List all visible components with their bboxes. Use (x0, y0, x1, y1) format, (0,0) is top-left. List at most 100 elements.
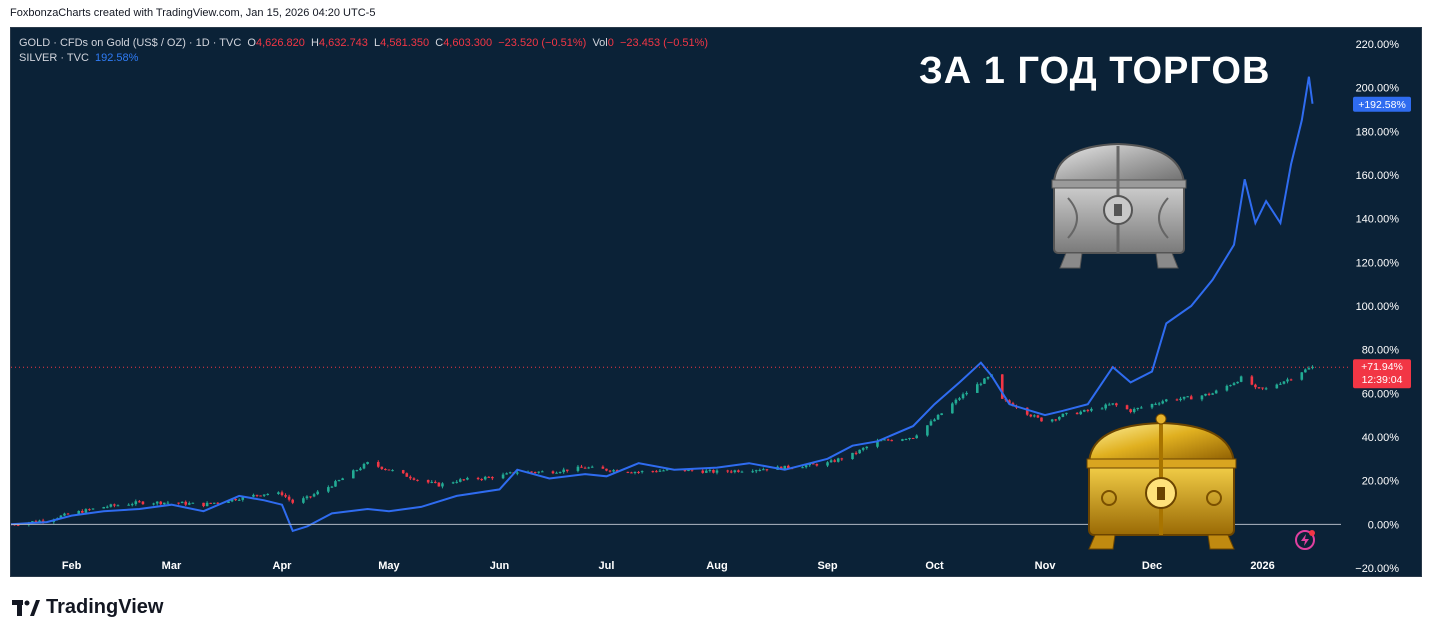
gold-candle-body (113, 504, 116, 506)
gold-candle-body (359, 468, 362, 471)
gold-candle-body (134, 501, 138, 505)
gold-candle-body (630, 472, 633, 474)
gold-candle-body (1254, 384, 1257, 388)
chart-panel[interactable]: 220.00% 200.00% 180.00% 160.00% 140.00% 120.0… (10, 27, 1422, 577)
gold-candle-body (180, 501, 184, 504)
gold-candle-body (1065, 412, 1068, 414)
close-label: C (435, 37, 444, 49)
gold-candle-body (665, 469, 669, 471)
gold-candle-body (1175, 399, 1179, 401)
gold-candle-body (1061, 413, 1065, 417)
gold-candle-body (911, 437, 915, 439)
gold-candle-body (876, 440, 879, 447)
gold-candle-body (376, 462, 380, 467)
gold-candle-body (1264, 388, 1268, 390)
silver-symbol: SILVER · TVC (19, 52, 89, 64)
tradingview-brand[interactable]: TradingView (12, 596, 163, 619)
gold-candle-body (765, 469, 769, 471)
gold-candle-body (530, 471, 533, 473)
gold-candle-body (280, 492, 284, 496)
gold-candle-body (316, 491, 319, 495)
gold-candle-body (1029, 414, 1033, 417)
gold-candle-body (252, 494, 255, 497)
lightning-icon[interactable] (1293, 528, 1317, 552)
close-value: 4,603.300 (443, 37, 493, 49)
gold-candle-body (601, 466, 605, 469)
chart-canvas[interactable]: 220.00% 200.00% 180.00% 160.00% 140.00% 120.0… (11, 28, 1422, 577)
gold-candle-body (961, 394, 965, 399)
gold-candle-body (1236, 381, 1239, 384)
gold-candle-body (1204, 393, 1207, 396)
x-axis-tick-label: Dec (1142, 560, 1162, 572)
gold-candle-body (105, 506, 109, 508)
gold-candle-body (658, 470, 662, 472)
gold-candle-body (940, 413, 943, 415)
gold-candle-body (715, 470, 719, 473)
gold-candle-body (705, 470, 708, 473)
gold-candle-body (81, 510, 84, 513)
gold-candle-body (583, 467, 587, 469)
gold-candle-body (426, 479, 430, 483)
gold-candle-body (31, 521, 34, 523)
gold-candle-body (558, 472, 562, 474)
x-axis-tick-label: Jul (599, 560, 615, 572)
gold-candle-body (34, 521, 38, 523)
gold-candle-body (501, 474, 505, 479)
gold-candle-body (1111, 403, 1115, 405)
gold-candle-body (605, 468, 608, 471)
gold-candle-body (1207, 393, 1211, 395)
gold-candle-body (1150, 403, 1154, 408)
gold-candle-body (829, 460, 833, 463)
y-axis-tick-label: 180.00% (1356, 126, 1400, 138)
gold-candle-body (462, 479, 466, 481)
gold-candle-body (480, 479, 483, 481)
silver-series-line (11, 76, 1314, 533)
gold-candle-body (1104, 404, 1107, 409)
x-axis-tick-label: Jun (490, 560, 510, 572)
x-axis-tick-label: Mar (162, 560, 182, 572)
gold-candle-body (262, 494, 266, 496)
gold-candle-body (84, 509, 88, 513)
gold-candle-body (1115, 403, 1118, 406)
gold-candle-body (983, 378, 986, 384)
gold-candle-body (516, 472, 519, 474)
gold-candle-body (384, 469, 387, 471)
gold-candle-body (1154, 403, 1157, 405)
gold-candle-body (227, 501, 230, 503)
gold-legend-row: GOLD · CFDs on Gold (US$ / OZ) · 1D · TV… (19, 36, 708, 51)
gold-candle-body (1289, 379, 1293, 381)
silver-chest-icon (1051, 142, 1187, 269)
gold-candle-body (1086, 409, 1090, 411)
y-axis-tick-label: 140.00% (1356, 214, 1400, 226)
gold-candle-body (241, 496, 245, 500)
gold-candle-body (466, 477, 469, 480)
volume-label: Vol (592, 37, 608, 49)
gold-candle-body (116, 505, 120, 507)
gold-candle-body (259, 495, 262, 497)
gold-candle-body (337, 480, 341, 482)
gold-candle-body (1186, 396, 1189, 398)
gold-candle-body (840, 458, 844, 460)
gold-candle-body (1036, 415, 1040, 418)
y-axis-tick-label: 40.00% (1362, 432, 1400, 444)
gold-candle-body (1189, 396, 1193, 400)
y-axis-tick-label: 120.00% (1356, 257, 1400, 269)
gold-candle-body (865, 446, 869, 449)
gold-candle-body (804, 465, 808, 468)
gold-candle-body (187, 503, 191, 505)
gold-candle-body (637, 471, 640, 473)
gold-candle-body (861, 448, 865, 450)
gold-candle-body (209, 502, 212, 504)
gold-candle-body (302, 498, 305, 503)
gold-candle-body (565, 469, 569, 471)
gold-price-tag-text: +71.94% (1361, 361, 1403, 373)
gold-candle-body (1140, 407, 1143, 409)
gold-candle-body (155, 501, 159, 504)
gold-candle-body (1286, 379, 1289, 382)
gold-candle-body (266, 493, 270, 495)
y-axis-tick-label: 100.00% (1356, 301, 1400, 313)
gold-candle-body (1164, 399, 1168, 402)
gold-candle-body (1250, 376, 1254, 385)
gold-candle-body (212, 502, 216, 504)
gold-candle-body (1304, 369, 1307, 373)
